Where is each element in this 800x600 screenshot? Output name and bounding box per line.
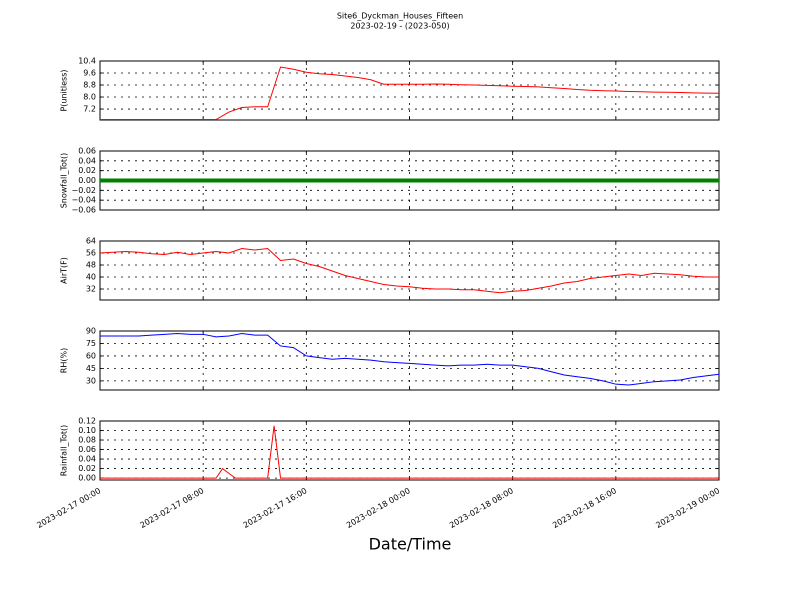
- y-tick-label: −0.02: [71, 186, 96, 195]
- y-tick-label: 40: [86, 273, 96, 282]
- y-tick-label: 0.04: [78, 156, 96, 165]
- y-tick-label: 8.0: [83, 93, 96, 102]
- x-tick-label: 2023-02-18 16:00: [551, 486, 618, 530]
- data-line: [100, 332, 720, 386]
- y-tick-label: 56: [86, 249, 96, 258]
- x-tick-label: 2023-02-18 08:00: [448, 486, 515, 530]
- y-tick-label: 0.02: [78, 464, 96, 473]
- y-tick-label: 0.08: [78, 436, 96, 445]
- y-tick-label: 0.04: [78, 455, 96, 464]
- x-axis-label: Date/Time: [369, 535, 452, 554]
- y-axis-label: Rainfall_Tot(): [60, 425, 69, 477]
- y-tick-label: −0.06: [71, 206, 96, 215]
- data-line: [100, 425, 719, 479]
- y-axis-label: Snowfall_Tot(): [60, 153, 69, 209]
- x-tick-label: 2023-02-18 00:00: [345, 486, 412, 530]
- x-tick-label: 2023-02-17 08:00: [138, 486, 205, 530]
- y-tick-label: 0.06: [78, 445, 96, 454]
- y-tick-label: −0.04: [71, 196, 96, 205]
- x-tick-label: 2023-02-17 00:00: [35, 486, 102, 530]
- y-tick-label: 0.00: [78, 176, 96, 185]
- y-tick-label: 90: [86, 327, 96, 336]
- x-tick-label: 2023-02-19 00:00: [654, 486, 721, 530]
- y-tick-label: 9.6: [83, 69, 96, 78]
- y-tick-label: 32: [86, 285, 96, 294]
- y-axis-label: P(unitless): [60, 69, 69, 111]
- y-tick-label: 60: [86, 351, 96, 360]
- y-tick-label: 0.00: [78, 474, 96, 483]
- y-tick-label: 10.4: [78, 57, 96, 66]
- y-tick-label: 30: [86, 376, 96, 385]
- y-tick-label: 0.06: [78, 147, 96, 156]
- y-tick-label: 0.12: [78, 417, 96, 426]
- x-tick-label: 2023-02-17 16:00: [242, 486, 309, 530]
- figure-title: Site6_Dyckman_Houses_Fifteen: [337, 12, 463, 21]
- y-tick-label: 0.10: [78, 426, 96, 435]
- data-line: [99, 247, 719, 294]
- figure-subtitle: 2023-02-19 - (2023-050): [350, 22, 449, 31]
- y-tick-label: 48: [86, 261, 96, 270]
- y-tick-label: 8.8: [83, 81, 96, 90]
- y-tick-label: 7.2: [83, 105, 96, 114]
- y-tick-label: 0.02: [78, 166, 96, 175]
- y-tick-label: 75: [86, 339, 96, 348]
- y-axis-label: RH(%): [60, 348, 69, 373]
- data-line: [100, 66, 720, 121]
- y-tick-label: 45: [86, 364, 96, 373]
- y-axis-label: AirT(F): [60, 257, 69, 284]
- y-tick-label: 64: [86, 237, 96, 246]
